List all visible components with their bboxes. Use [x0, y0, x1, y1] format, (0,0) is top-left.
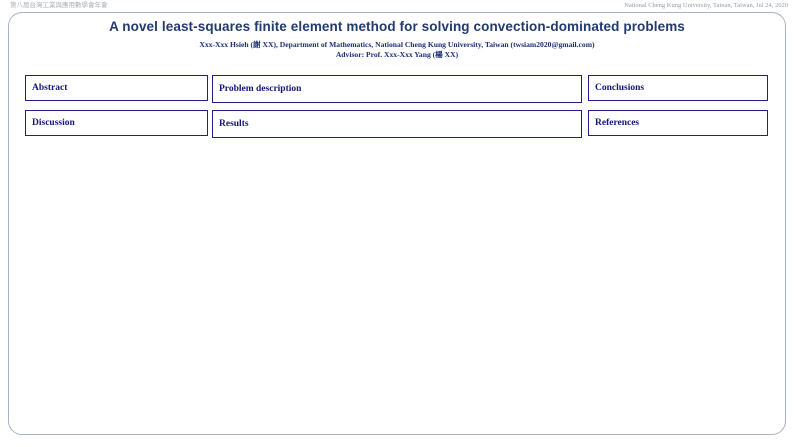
poster-authors: Xxx-Xxx Hsieh (謝 XX), Department of Math…: [199, 40, 595, 49]
section-box-abstract: Abstract: [25, 75, 208, 101]
section-label-discussion: Discussion: [32, 118, 75, 128]
section-label-abstract: Abstract: [32, 83, 68, 93]
section-label-references: References: [595, 118, 640, 128]
poster-title: A novel least-squares finite element met…: [109, 19, 685, 34]
section-box-discussion: Discussion: [25, 110, 208, 136]
section-box-results: Results: [212, 110, 582, 138]
section-label-results: Results: [219, 119, 249, 129]
section-box-problem-description: Problem description: [212, 75, 582, 103]
institution-date-header: National Cheng Kung University, Tainan, …: [624, 2, 788, 9]
section-box-conclusions: Conclusions: [588, 75, 768, 101]
conference-name-header: 第八屆台灣工業與應用數學會年會: [10, 2, 108, 9]
poster-advisor: Advisor: Prof. Xxx-Xxx Yang (楊 XX): [335, 50, 459, 59]
section-label-conclusions: Conclusions: [595, 83, 645, 93]
section-box-references: References: [588, 110, 768, 136]
section-label-problem-description: Problem description: [219, 84, 302, 94]
